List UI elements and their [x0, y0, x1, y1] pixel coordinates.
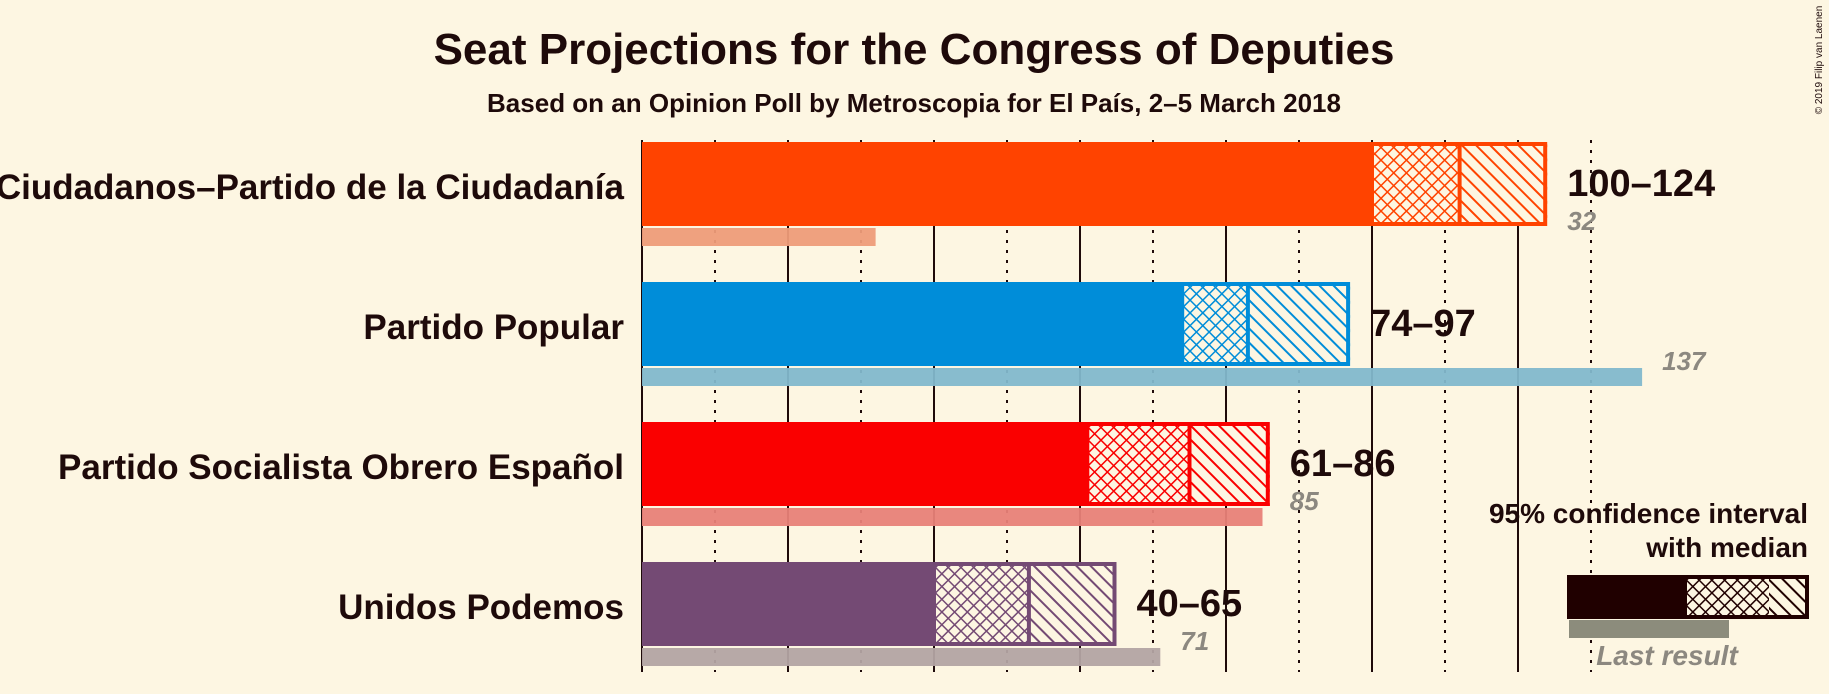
legend-last-result-swatch — [1569, 620, 1729, 638]
last-result-bar — [642, 228, 876, 246]
party-row: Ciudadanos–Partido de la Ciudadanía 100–1… — [0, 142, 1715, 246]
ci-lower-crosshatch — [1087, 422, 1190, 506]
last-result-label: 32 — [1567, 206, 1596, 236]
legend-hatch-swatch — [1769, 575, 1809, 619]
range-label: 74–97 — [1370, 303, 1476, 345]
range-label: 40–65 — [1137, 583, 1243, 625]
last-result-label: 85 — [1290, 486, 1319, 516]
party-name: Partido Socialista Obrero Español — [58, 448, 624, 487]
legend-title-line1: 95% confidence interval — [1489, 498, 1808, 529]
lower-bound-bar — [642, 142, 1372, 226]
party-name: Ciudadanos–Partido de la Ciudadanía — [0, 168, 625, 207]
ci-lower-crosshatch — [1182, 282, 1248, 366]
last-result-bar — [642, 508, 1263, 526]
range-label: 100–124 — [1567, 163, 1715, 205]
copyright-note: © 2019 Filip van Laenen — [1814, 6, 1825, 115]
bars-layer: Ciudadanos–Partido de la Ciudadanía 100–1… — [0, 142, 1715, 666]
last-result-label: 71 — [1180, 626, 1209, 656]
last-result-bar — [642, 648, 1161, 666]
ci-outline — [1085, 422, 1270, 506]
last-result-bar — [642, 368, 1643, 386]
party-name: Partido Popular — [363, 308, 624, 347]
range-label: 61–86 — [1290, 443, 1396, 485]
lower-bound-bar — [642, 282, 1183, 366]
legend-crosshatch-swatch — [1687, 575, 1769, 619]
ci-upper-hatch — [1189, 422, 1270, 506]
legend-title-line2: with median — [1645, 532, 1808, 563]
ci-upper-hatch — [1028, 562, 1117, 646]
party-row: Partido Popular 74–97 137 — [363, 282, 1707, 386]
ci-upper-hatch — [1247, 282, 1351, 366]
ci-lower-crosshatch — [1372, 142, 1460, 226]
ci-lower-crosshatch — [934, 562, 1029, 646]
lower-bound-bar — [642, 422, 1088, 506]
legend-solid-swatch — [1567, 575, 1687, 619]
ci-outline — [932, 562, 1117, 646]
lower-bound-bar — [642, 562, 934, 646]
chart-subtitle: Based on an Opinion Poll by Metroscopia … — [487, 88, 1341, 118]
party-name: Unidos Podemos — [338, 588, 624, 627]
ci-upper-hatch — [1459, 142, 1548, 226]
legend-outline — [1567, 575, 1809, 619]
last-result-label: 137 — [1662, 346, 1707, 376]
chart-title: Seat Projections for the Congress of Dep… — [434, 25, 1395, 74]
legend-last-result-label: Last result — [1596, 640, 1739, 671]
ci-outline — [1180, 282, 1351, 366]
